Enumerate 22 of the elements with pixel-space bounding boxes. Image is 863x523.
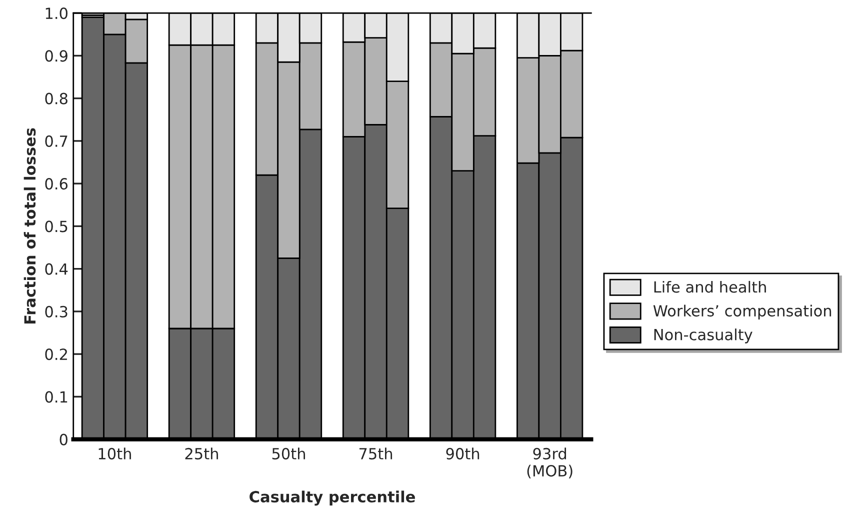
x-axis-title: Casualty percentile	[250, 490, 415, 506]
x-tick-label: 93rd (MOB)	[527, 448, 572, 478]
y-tick-label: 0.9	[45, 50, 68, 62]
legend-label: Life and health	[654, 280, 766, 293]
y-tick-label: 0.2	[45, 348, 67, 360]
y-tick-label: 0	[60, 434, 68, 446]
x-tick-label: 50th	[272, 448, 306, 460]
x-tick-label: 25th	[185, 448, 218, 460]
y-tick-label: 0.6	[45, 178, 68, 190]
y-axis-title: Fraction of total losses	[24, 128, 36, 324]
y-tick-label: 0.5	[45, 220, 68, 232]
x-tick-label: 75th	[359, 448, 392, 460]
legend-label: Workers’ compensation	[653, 304, 832, 320]
y-tick-label: 0.1	[45, 391, 68, 403]
legend-label: Non-casualty	[654, 328, 752, 344]
x-tick-label: 90th	[446, 448, 480, 460]
y-tick-label: 0.8	[45, 92, 68, 104]
y-tick-label: 1.0	[46, 8, 68, 20]
y-tick-label: 0.7	[45, 135, 68, 147]
y-tick-label: 0.4	[45, 263, 68, 275]
y-tick-label: 0.3	[45, 306, 68, 318]
x-tick-label: 10th	[98, 448, 131, 460]
